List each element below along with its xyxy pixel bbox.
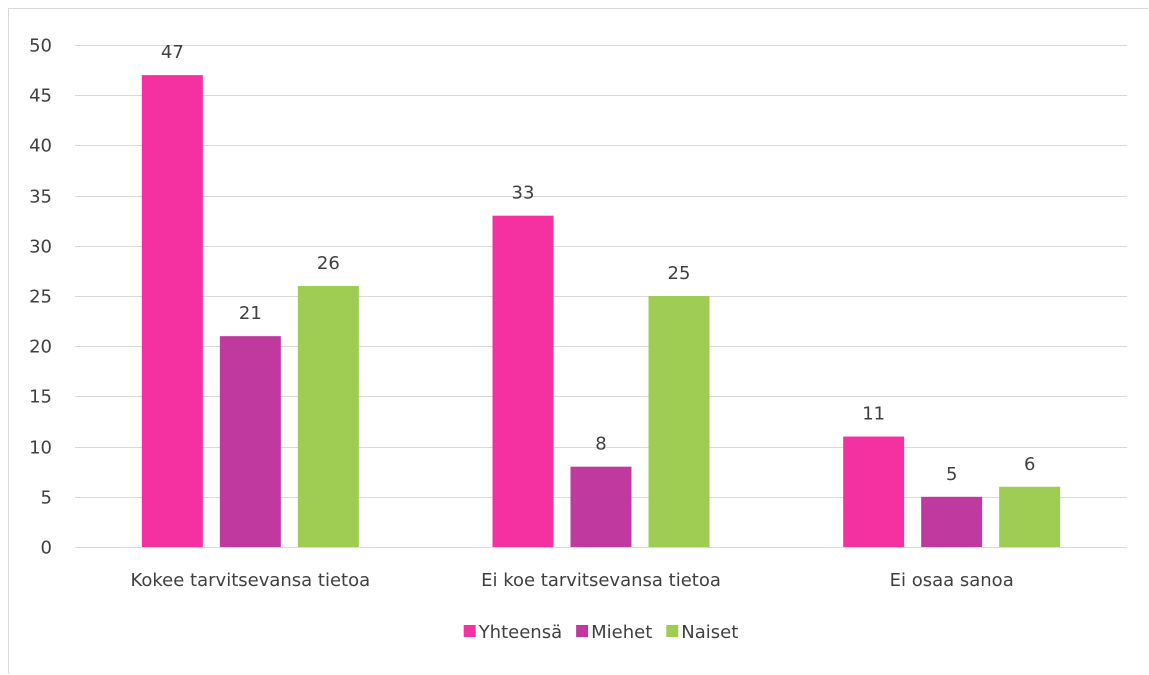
data-label-naiset-kokee-tarvitsevansa-tietoa: 26 bbox=[317, 253, 340, 274]
bar-yhteensä-ei-osaa-sanoa bbox=[843, 436, 905, 547]
category-label-2: Ei osaa sanoa bbox=[890, 570, 1014, 591]
y-tick-label-40: 40 bbox=[29, 136, 52, 157]
y-tick-label-25: 25 bbox=[29, 287, 52, 308]
bar-miehet-ei-koe-tarvitsevansa-tietoa bbox=[570, 466, 632, 547]
data-label-naiset-ei-koe-tarvitsevansa-tietoa: 25 bbox=[668, 263, 691, 284]
y-tick-label-10: 10 bbox=[29, 438, 52, 459]
bar-miehet-ei-osaa-sanoa bbox=[921, 496, 983, 547]
bar-yhteensä-ei-koe-tarvitsevansa-tietoa bbox=[492, 215, 554, 547]
data-label-yhteensä-ei-osaa-sanoa: 11 bbox=[862, 404, 885, 425]
y-tick-label-45: 45 bbox=[29, 86, 52, 107]
data-label-miehet-ei-koe-tarvitsevansa-tietoa: 8 bbox=[595, 434, 606, 455]
y-tick-label-20: 20 bbox=[29, 337, 52, 358]
data-label-miehet-kokee-tarvitsevansa-tietoa: 21 bbox=[239, 303, 262, 324]
y-tick-label-35: 35 bbox=[29, 187, 52, 208]
data-labels: 47 21 26 33 8 25 11 5 6 bbox=[161, 42, 1036, 485]
y-tick-label-5: 5 bbox=[41, 488, 52, 509]
category-label-1: Ei koe tarvitsevansa tietoa bbox=[481, 570, 721, 591]
bar-yhteensä-kokee-tarvitsevansa-tietoa bbox=[141, 75, 203, 548]
data-label-miehet-ei-osaa-sanoa: 5 bbox=[946, 464, 957, 485]
legend-label-miehet: Miehet bbox=[591, 622, 652, 643]
category-labels: Kokee tarvitsevansa tietoa Ei koe tarvits… bbox=[130, 570, 1013, 591]
y-tick-label-50: 50 bbox=[29, 36, 52, 57]
bar-naiset-ei-koe-tarvitsevansa-tietoa bbox=[648, 296, 710, 547]
data-label-yhteensä-kokee-tarvitsevansa-tietoa: 47 bbox=[161, 42, 184, 63]
y-tick-label-30: 30 bbox=[29, 237, 52, 258]
legend: Yhteensä Miehet Naiset bbox=[463, 622, 738, 643]
bars bbox=[141, 75, 1061, 548]
bar-naiset-kokee-tarvitsevansa-tietoa bbox=[297, 285, 359, 547]
category-label-0: Kokee tarvitsevansa tietoa bbox=[130, 570, 370, 591]
y-tick-label-0: 0 bbox=[41, 538, 52, 559]
y-tick-label-15: 15 bbox=[29, 387, 52, 408]
legend-label-yhteensä: Yhteensä bbox=[478, 622, 562, 643]
y-axis-tick-labels: 0 5 10 15 20 25 30 35 40 45 50 bbox=[29, 36, 52, 559]
bar-miehet-kokee-tarvitsevansa-tietoa bbox=[219, 336, 281, 547]
legend-label-naiset: Naiset bbox=[681, 622, 738, 643]
legend-swatch-miehet bbox=[576, 625, 589, 637]
legend-swatch-naiset bbox=[666, 625, 679, 637]
data-label-yhteensä-ei-koe-tarvitsevansa-tietoa: 33 bbox=[512, 183, 535, 204]
legend-swatch-yhteensä bbox=[463, 625, 476, 637]
bar-naiset-ei-osaa-sanoa bbox=[999, 486, 1061, 547]
data-label-naiset-ei-osaa-sanoa: 6 bbox=[1024, 454, 1035, 475]
